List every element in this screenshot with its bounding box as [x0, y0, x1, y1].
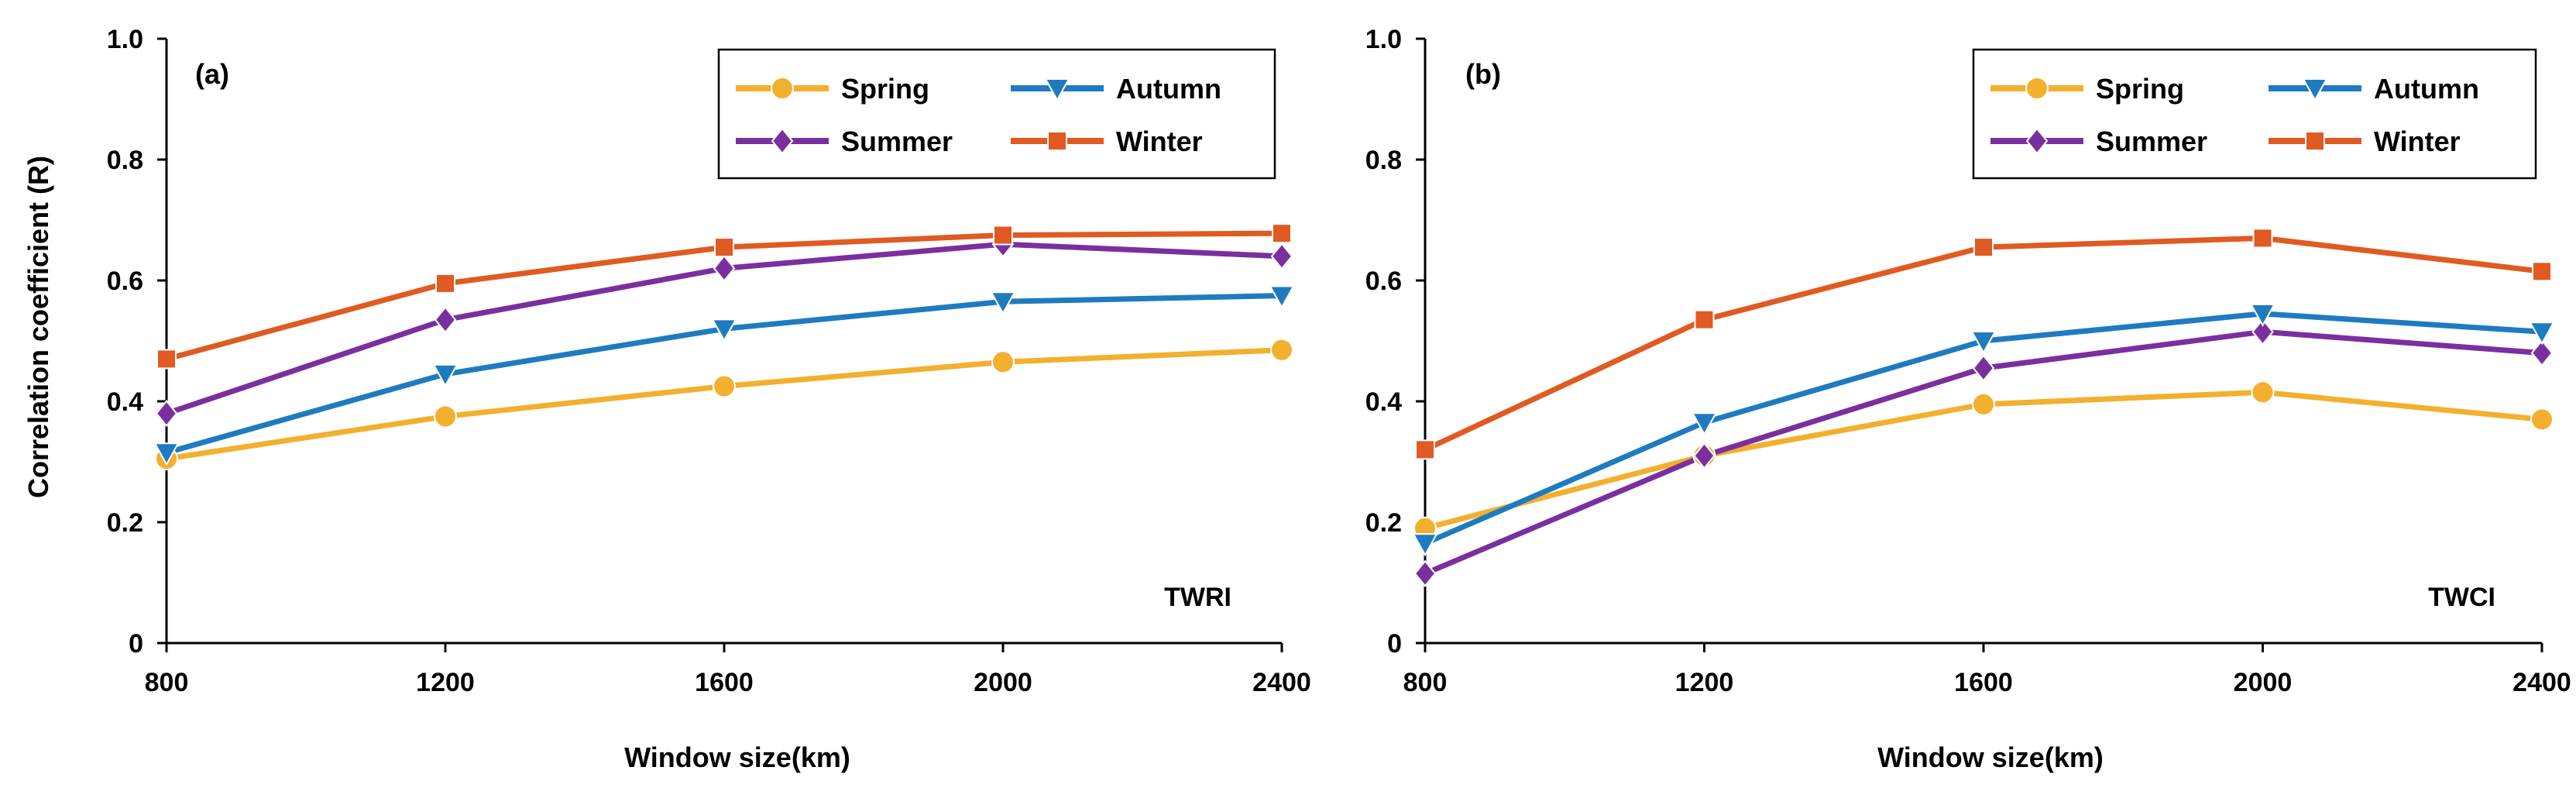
- legend-label-summer: Summer: [2096, 126, 2207, 157]
- legend-box: [717, 48, 1276, 180]
- data-point-winter: [2252, 228, 2273, 249]
- data-point-autumn: [1970, 331, 1997, 355]
- data-point-spring: [2530, 408, 2554, 432]
- legend-marker-spring: [2025, 77, 2049, 100]
- panel-label: (a): [195, 58, 229, 90]
- data-point-winter: [1272, 223, 1292, 244]
- x-tick-label: 2400: [2512, 668, 2571, 697]
- y-tick-label: 0.8: [107, 146, 143, 175]
- data-point-summer: [713, 254, 736, 282]
- data-point-winter: [714, 237, 734, 258]
- legend-marker-autumn: [2302, 78, 2328, 102]
- data-point-spring: [991, 350, 1015, 374]
- data-point-winter: [1973, 237, 1994, 258]
- panel-label: (b): [1465, 58, 1501, 90]
- y-tick-label: 0.4: [1365, 387, 1402, 417]
- index-label: TWRI: [1164, 583, 1231, 612]
- legend-label-autumn: Autumn: [2374, 73, 2479, 105]
- x-axis-title: Window size(km): [624, 741, 850, 773]
- legend-marker-spring: [771, 77, 794, 100]
- data-point-autumn: [2249, 303, 2276, 327]
- data-point-spring: [1270, 338, 1293, 362]
- data-point-winter: [1694, 309, 1715, 330]
- legend-marker-summer: [2025, 127, 2049, 155]
- data-point-summer: [2251, 318, 2274, 346]
- data-point-winter: [993, 225, 1013, 246]
- x-tick-label: 800: [145, 668, 189, 697]
- data-point-spring: [2251, 380, 2275, 404]
- y-tick-label: 0: [1387, 629, 1402, 659]
- chart-panel-a: Correlation coefficient (R) Window size(…: [22, 25, 1311, 773]
- data-point-winter: [156, 349, 177, 370]
- legend-label-spring: Spring: [841, 73, 929, 105]
- data-point-winter: [1415, 439, 1435, 460]
- index-label: TWCI: [2428, 583, 2495, 612]
- data-point-spring: [1972, 392, 1995, 416]
- legend-marker-winter: [1047, 131, 1067, 151]
- legend-box: [1972, 48, 2537, 180]
- legend-marker-summer: [771, 127, 794, 155]
- legend: Spring Summer Autumn Winter: [717, 48, 1276, 180]
- x-tick-label: 2000: [2234, 668, 2293, 697]
- data-point-autumn: [990, 291, 1016, 315]
- data-point-autumn: [432, 363, 459, 387]
- legend-label-autumn: Autumn: [1116, 73, 1221, 105]
- x-tick-label: 800: [1403, 668, 1448, 697]
- data-point-autumn: [1269, 285, 1295, 309]
- y-tick-label: 0: [129, 629, 143, 659]
- data-point-summer: [155, 400, 178, 428]
- data-point-autumn: [1412, 533, 1438, 557]
- legend-label-summer: Summer: [841, 126, 953, 157]
- data-point-spring: [713, 374, 736, 398]
- y-tick-label: 0.6: [107, 267, 143, 296]
- legend: Spring Summer Autumn Winter: [1972, 48, 2537, 180]
- legend-marker-winter: [2305, 131, 2325, 151]
- data-point-summer: [1972, 354, 1995, 382]
- y-tick-label: 0.2: [1365, 508, 1402, 538]
- x-tick-label: 1200: [416, 668, 475, 697]
- y-axis-title: Correlation coefficient (R): [22, 156, 54, 498]
- chart-panel-b: Window size(km) (b) TWCI 0 0.2 0.4 0.6 0.8 1.…: [1365, 25, 2571, 773]
- x-axis-title: Window size(km): [1877, 741, 2104, 773]
- legend-label-spring: Spring: [2096, 73, 2184, 105]
- data-point-summer: [1270, 242, 1293, 270]
- x-tick-label: 2400: [1252, 668, 1311, 697]
- data-point-summer: [2530, 339, 2554, 367]
- data-point-summer: [434, 306, 457, 334]
- x-tick-label: 2000: [974, 668, 1032, 697]
- x-tick-label: 1600: [695, 668, 754, 697]
- y-tick-label: 0.2: [107, 508, 143, 538]
- data-point-autumn: [711, 318, 737, 342]
- y-tick-label: 0.6: [1365, 267, 1402, 296]
- data-point-autumn: [1691, 412, 1718, 436]
- data-point-summer: [1413, 559, 1437, 587]
- data-point-autumn: [153, 442, 180, 466]
- data-point-spring: [434, 404, 457, 428]
- data-point-winter: [2532, 261, 2552, 282]
- y-tick-label: 0.8: [1365, 146, 1402, 175]
- y-tick-label: 1.0: [1365, 25, 1402, 54]
- legend-marker-autumn: [1044, 78, 1070, 102]
- y-tick-label: 0.4: [107, 387, 143, 417]
- legend-label-winter: Winter: [1116, 126, 1203, 157]
- data-point-autumn: [2529, 322, 2555, 346]
- data-point-winter: [435, 273, 455, 294]
- x-tick-label: 1600: [1954, 668, 2013, 697]
- legend-label-winter: Winter: [2374, 126, 2461, 157]
- data-point-summer: [1693, 442, 1716, 470]
- x-tick-label: 1200: [1675, 668, 1734, 697]
- y-tick-label: 1.0: [107, 25, 143, 54]
